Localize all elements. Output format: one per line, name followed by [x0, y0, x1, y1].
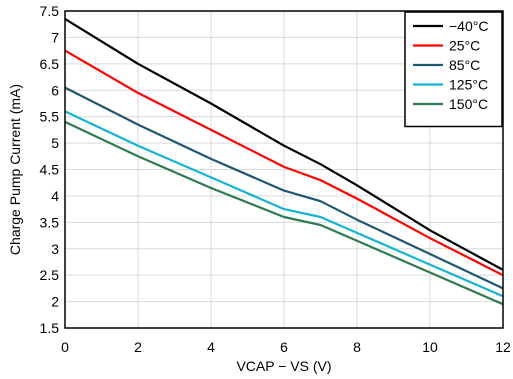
legend-box: [404, 11, 503, 128]
series-layer: [64, 17, 504, 306]
legend-label: −40°C: [449, 18, 488, 34]
series-line: [64, 110, 504, 298]
y-axis-label: Charge Pump Current (mA): [7, 84, 23, 255]
plot-frame: [64, 10, 504, 329]
series-line: [64, 120, 504, 306]
x-tick-label: 0: [61, 339, 69, 355]
y-tick-label: 3.5: [40, 214, 60, 230]
x-tick-label: 12: [495, 339, 511, 355]
x-axis-label: VCAP − VS (V): [236, 358, 331, 374]
y-tick-label: 3: [51, 241, 59, 257]
x-tick-label: 2: [134, 339, 142, 355]
legend: −40°C 25°C 85°C 125°C 150°C: [404, 11, 503, 128]
x-tick-label: 4: [207, 339, 215, 355]
legend-label: 25°C: [449, 38, 480, 54]
legend-label: 150°C: [449, 96, 488, 112]
y-tick-label: 6: [51, 82, 59, 98]
y-tick-label: 6.5: [40, 56, 60, 72]
y-tick-label: 4.5: [40, 162, 60, 178]
legend-label: 125°C: [449, 77, 488, 93]
legend-label: 85°C: [449, 57, 480, 73]
x-tick-label: 6: [280, 339, 288, 355]
x-tick-label: 8: [353, 339, 361, 355]
series-line: [64, 17, 504, 271]
y-tick-label: 5.5: [40, 109, 60, 125]
series-line: [64, 49, 504, 277]
y-tick-label: 4: [51, 188, 59, 204]
y-tick-label: 5: [51, 135, 59, 151]
y-tick-label: 2.5: [40, 267, 60, 283]
y-tick-label: 7: [51, 29, 59, 45]
series-line: [64, 86, 504, 290]
tick-labels: 1.5 2 2.5 3 3.5 4 4.5 5 5.5 6 6.5 7 7.5 0 2 4 6 8 10 12: [40, 3, 511, 355]
y-tick-label: 2: [51, 294, 59, 310]
y-tick-label: 7.5: [40, 3, 60, 19]
y-tick-label: 1.5: [40, 320, 60, 336]
x-tick-label: 10: [422, 339, 438, 355]
